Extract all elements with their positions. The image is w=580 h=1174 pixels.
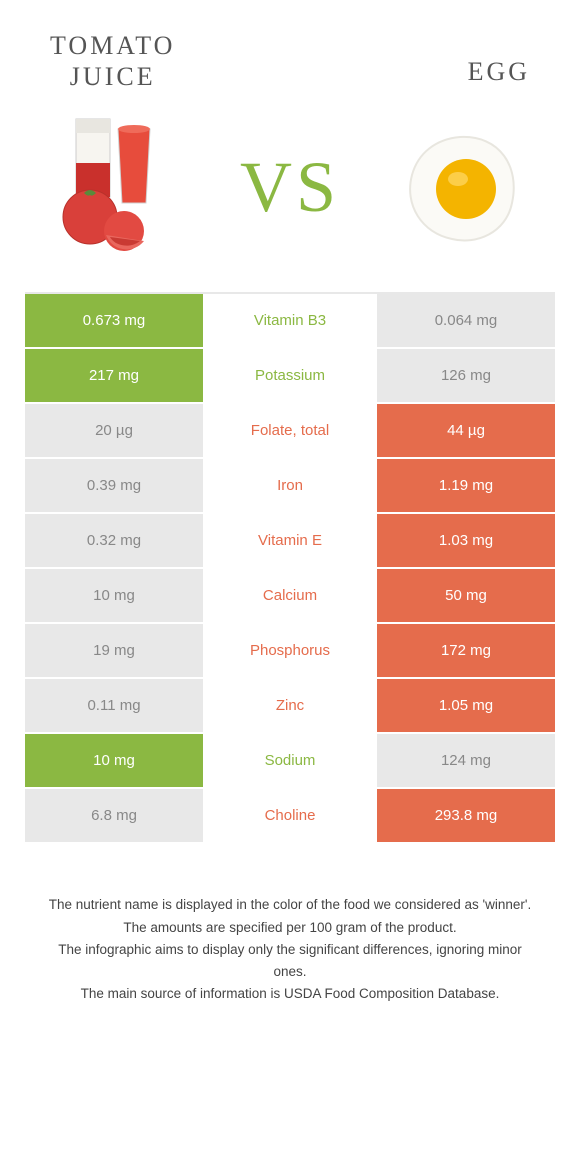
table-row: 6.8 mgCholine293.8 mg [25,789,555,844]
left-food-title-line2: JUICE [50,61,175,92]
footer-line-3: The infographic aims to display only the… [40,939,540,984]
nutrient-name: Folate, total [203,404,377,457]
table-row: 10 mgSodium124 mg [25,734,555,789]
right-value: 50 mg [377,569,555,622]
table-row: 10 mgCalcium50 mg [25,569,555,624]
left-value: 217 mg [25,349,203,402]
left-food-title-line1: TOMATO [50,30,175,61]
nutrient-name: Iron [203,459,377,512]
right-value: 44 µg [377,404,555,457]
left-value: 0.11 mg [25,679,203,732]
footer-line-4: The main source of information is USDA F… [40,983,540,1005]
left-value: 6.8 mg [25,789,203,842]
table-row: 20 µgFolate, total44 µg [25,404,555,459]
egg-image [380,107,540,267]
nutrient-name: Vitamin B3 [203,294,377,347]
left-value: 20 µg [25,404,203,457]
table-row: 0.11 mgZinc1.05 mg [25,679,555,734]
table-row: 217 mgPotassium126 mg [25,349,555,404]
nutrient-name: Zinc [203,679,377,732]
nutrient-name: Calcium [203,569,377,622]
table-row: 0.32 mgVitamin E1.03 mg [25,514,555,569]
left-food-title: TOMATO JUICE [50,30,175,92]
right-value: 1.19 mg [377,459,555,512]
table-row: 0.673 mgVitamin B30.064 mg [25,294,555,349]
header: TOMATO JUICE EGG [0,0,580,92]
right-value: 0.064 mg [377,294,555,347]
table-row: 0.39 mgIron1.19 mg [25,459,555,514]
right-value: 1.05 mg [377,679,555,732]
right-value: 1.03 mg [377,514,555,567]
table-row: 19 mgPhosphorus172 mg [25,624,555,679]
nutrient-name: Choline [203,789,377,842]
left-value: 0.32 mg [25,514,203,567]
nutrient-name: Sodium [203,734,377,787]
images-row: VS [0,92,580,292]
left-value: 0.39 mg [25,459,203,512]
tomato-juice-image [40,107,200,267]
left-value: 19 mg [25,624,203,677]
nutrient-name: Vitamin E [203,514,377,567]
right-food-title: EGG [468,56,530,87]
left-value: 0.673 mg [25,294,203,347]
footer-line-2: The amounts are specified per 100 gram o… [40,917,540,939]
left-value: 10 mg [25,569,203,622]
left-value: 10 mg [25,734,203,787]
comparison-table: 0.673 mgVitamin B30.064 mg217 mgPotassiu… [25,292,555,844]
nutrient-name: Potassium [203,349,377,402]
footer-notes: The nutrient name is displayed in the co… [40,894,540,1005]
right-value: 293.8 mg [377,789,555,842]
right-value: 126 mg [377,349,555,402]
footer-line-1: The nutrient name is displayed in the co… [40,894,540,916]
right-value: 172 mg [377,624,555,677]
vs-label: VS [240,146,340,229]
nutrient-name: Phosphorus [203,624,377,677]
right-value: 124 mg [377,734,555,787]
